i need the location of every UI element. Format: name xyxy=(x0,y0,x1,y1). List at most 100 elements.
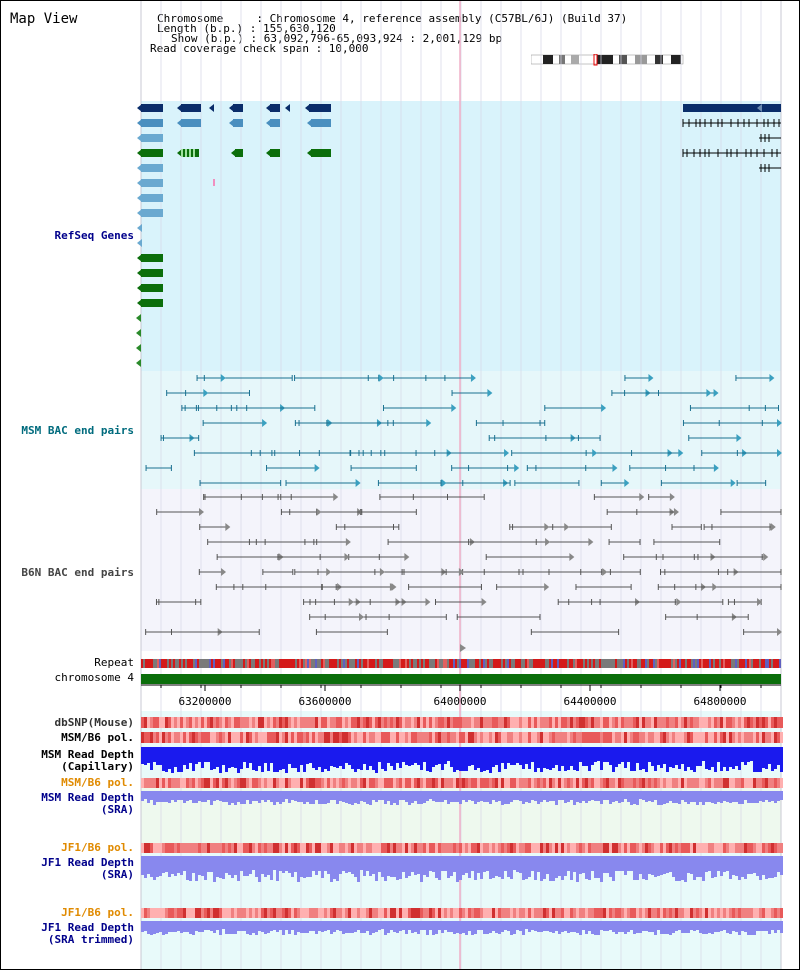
msm-bac-track[interactable] xyxy=(145,374,782,487)
polymorphism-cell xyxy=(708,778,711,788)
depth-bar xyxy=(222,921,225,929)
polymorphism-cell xyxy=(699,717,702,728)
refseq-genes-track[interactable] xyxy=(136,104,781,367)
polymorphism-cell xyxy=(231,843,234,853)
polymorphism-cell xyxy=(429,717,432,728)
polymorphism-cell xyxy=(780,778,783,788)
polymorphism-cell xyxy=(192,843,195,853)
polymorphism-cell xyxy=(213,843,216,853)
repeat-mark xyxy=(147,659,149,668)
polymorphism-cell xyxy=(462,778,465,788)
depth-bar xyxy=(648,791,651,801)
polymorphism-cell xyxy=(516,732,519,743)
polymorphism-cell xyxy=(675,732,678,743)
arrow-mark xyxy=(209,104,214,112)
polymorphism-cell xyxy=(690,843,693,853)
depth-bar xyxy=(735,747,738,766)
polymorphism-cell xyxy=(375,717,378,728)
depth-bar xyxy=(732,791,735,802)
polymorphism-cell xyxy=(249,843,252,853)
polymorphism-cell xyxy=(525,778,528,788)
polymorphism-cell xyxy=(300,778,303,788)
depth-bar xyxy=(216,856,219,877)
repeat-mark xyxy=(591,659,593,668)
polymorphism-cell xyxy=(747,843,750,853)
depth-bar xyxy=(450,856,453,876)
depth-bar xyxy=(666,791,669,803)
polymorphism-cell xyxy=(294,778,297,788)
polymorphism-cell xyxy=(234,778,237,788)
polymorphism-cell xyxy=(225,843,228,853)
repeat-mark xyxy=(387,659,389,668)
polymorphism-cell xyxy=(351,732,354,743)
polymorphism-cell xyxy=(177,717,180,728)
depth-bar xyxy=(423,747,426,762)
repeat-mark xyxy=(361,659,363,668)
polymorphism-cell xyxy=(159,843,162,853)
polymorphism-cell xyxy=(453,908,456,918)
depth-bar xyxy=(237,856,240,881)
bac-end-arrow xyxy=(198,508,204,516)
depth-bar xyxy=(438,856,441,880)
depth-bar xyxy=(777,921,780,930)
polymorphism-cell xyxy=(492,717,495,728)
depth-bar xyxy=(768,856,771,878)
polymorphism-cell xyxy=(258,717,261,728)
depth-bar xyxy=(717,921,720,932)
polymorphism-cell xyxy=(474,843,477,853)
depth-bar xyxy=(261,856,264,874)
polymorphism-cell xyxy=(399,732,402,743)
polymorphism-cell xyxy=(576,778,579,788)
depth-bar xyxy=(159,791,162,802)
depth-bar xyxy=(294,791,297,801)
repeat-mark xyxy=(351,659,353,668)
bac-end-arrow xyxy=(544,583,550,591)
polymorphism-cell xyxy=(330,908,333,918)
repeat-mark xyxy=(153,659,155,668)
repeat-mark xyxy=(663,659,665,668)
polymorphism-cell xyxy=(168,732,171,743)
polymorphism-cell xyxy=(399,778,402,788)
repeat-mark xyxy=(161,659,163,668)
depth-bar xyxy=(213,921,216,933)
polymorphism-cell xyxy=(387,843,390,853)
depth-bar xyxy=(651,856,654,875)
polymorphism-cell xyxy=(651,843,654,853)
polymorphism-cell xyxy=(771,717,774,728)
polymorphism-cell xyxy=(609,843,612,853)
polymorphism-cell xyxy=(156,843,159,853)
polymorphism-cell xyxy=(453,732,456,743)
b6n-bac-track[interactable] xyxy=(145,493,782,652)
depth-bar xyxy=(444,791,447,800)
repeat-mark xyxy=(529,659,531,668)
polymorphism-cell xyxy=(636,908,639,918)
polymorphism-cell xyxy=(264,717,267,728)
depth-bar xyxy=(528,921,531,932)
polymorphism-cell xyxy=(225,717,228,728)
polymorphism-cell xyxy=(564,778,567,788)
label-msm-depth-capillary: MSM Read Depth xyxy=(41,748,134,761)
repeat-mark xyxy=(231,659,233,668)
depth-bar xyxy=(318,921,321,931)
repeat-mark xyxy=(345,659,347,668)
repeat-mark xyxy=(255,659,257,668)
depth-bar xyxy=(573,747,576,770)
depth-bar xyxy=(573,921,576,932)
depth-bar xyxy=(561,921,564,932)
polymorphism-cell xyxy=(453,778,456,788)
polymorphism-cell xyxy=(276,732,279,743)
depth-bar xyxy=(207,921,210,930)
repeat-mark xyxy=(441,659,443,668)
depth-bar xyxy=(672,856,675,877)
polymorphism-cell xyxy=(459,908,462,918)
depth-bar xyxy=(513,791,516,800)
depth-bar xyxy=(690,747,693,770)
polymorphism-cell xyxy=(309,778,312,788)
repeat-mark xyxy=(503,659,505,668)
polymorphism-cell xyxy=(168,717,171,728)
polymorphism-cell xyxy=(294,908,297,918)
gene-block xyxy=(233,104,243,112)
depth-bar xyxy=(327,791,330,803)
depth-bar xyxy=(207,791,210,800)
